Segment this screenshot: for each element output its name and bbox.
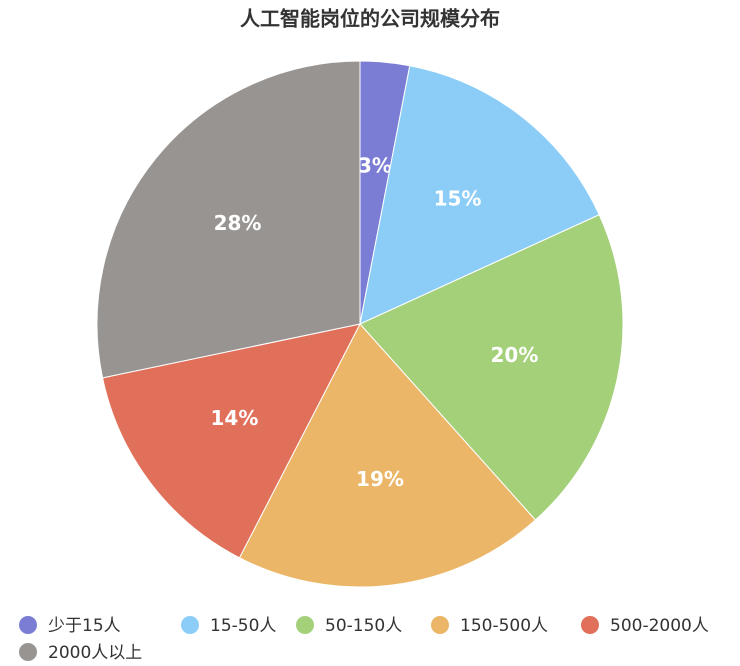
slice-label: 14% — [210, 406, 258, 430]
legend-label: 500-2000人 — [610, 616, 709, 636]
legend-label: 2000人以上 — [48, 643, 142, 663]
legend-label: 150-500人 — [460, 616, 548, 636]
slice-label: 19% — [356, 467, 404, 491]
legend-marker — [581, 616, 599, 634]
pie-slice — [359, 65, 600, 325]
legend-label: 少于15人 — [48, 616, 121, 636]
legend-label: 15-50人 — [210, 616, 276, 636]
slice-label: 15% — [434, 186, 482, 210]
legend-marker — [431, 616, 449, 634]
pie-slice — [101, 323, 361, 559]
slice-label: 20% — [491, 343, 539, 367]
legend-marker — [296, 616, 314, 634]
chart-title: 人工智能岗位的公司规模分布 — [240, 7, 500, 31]
legend-label: 50-150人 — [325, 616, 402, 636]
slice-label: 28% — [214, 211, 262, 235]
pie-slice — [238, 323, 537, 588]
slice-label: 3% — [358, 153, 392, 177]
pie-slice — [359, 214, 624, 521]
legend-marker — [19, 616, 37, 634]
legend-marker — [19, 643, 37, 661]
legend-marker — [181, 616, 199, 634]
pie-slice — [96, 60, 361, 379]
